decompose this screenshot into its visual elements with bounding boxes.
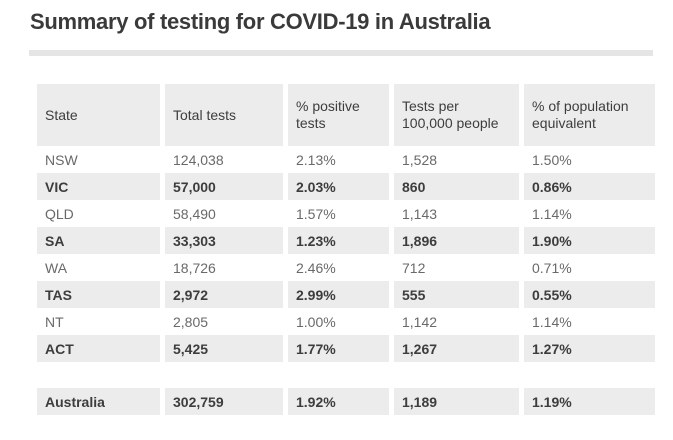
col-header-state: State bbox=[37, 84, 160, 146]
cell-tests-per-100k: 712 bbox=[402, 259, 426, 276]
cell-pct-population: 1.14% bbox=[532, 205, 572, 222]
cell-state: NT bbox=[45, 313, 64, 330]
cell-tests-per-100k: 860 bbox=[394, 173, 519, 200]
cell-pct-positive: 1.77% bbox=[288, 335, 389, 362]
cell-pct-positive: 2.03% bbox=[288, 173, 389, 200]
table-row-act: ACT 5,425 1.77% 1,267 1.27% bbox=[37, 335, 655, 362]
cell-total-tests: 5,425 bbox=[165, 335, 283, 362]
col-header-tests-per-100k: Tests per 100,000 people bbox=[394, 84, 519, 146]
table-header-row: State Total tests % positive tests Tests… bbox=[37, 84, 655, 146]
testing-summary-table: State Total tests % positive tests Tests… bbox=[32, 84, 660, 415]
table-row-nt: NT 2,805 1.00% 1,142 1.14% bbox=[37, 308, 655, 335]
cell-tests-per-100k: 1,143 bbox=[402, 205, 438, 222]
cell-state: WA bbox=[45, 259, 68, 276]
cell-pct-positive: 2.99% bbox=[288, 281, 389, 308]
cell-state: TAS bbox=[37, 281, 160, 308]
cell-state: ACT bbox=[37, 335, 160, 362]
cell-state: Australia bbox=[37, 388, 160, 415]
table-spacer-row bbox=[37, 362, 655, 388]
cell-pct-positive: 1.23% bbox=[288, 227, 389, 254]
table-row-qld: QLD 58,490 1.57% 1,143 1.14% bbox=[37, 200, 655, 227]
cell-pct-population: 0.86% bbox=[524, 173, 655, 200]
cell-total-tests: 2,972 bbox=[165, 281, 283, 308]
cell-pct-positive: 2.13% bbox=[296, 151, 336, 168]
col-header-total-tests: Total tests bbox=[165, 84, 283, 146]
cell-pct-population: 1.19% bbox=[524, 388, 655, 415]
cell-state: NSW bbox=[45, 151, 78, 168]
cell-total-tests: 33,303 bbox=[165, 227, 283, 254]
cell-total-tests: 124,038 bbox=[173, 151, 224, 168]
col-header-pct-population: % of population equivalent bbox=[524, 84, 655, 146]
cell-pct-population: 1.50% bbox=[532, 151, 572, 168]
cell-pct-population: 1.90% bbox=[524, 227, 655, 254]
cell-tests-per-100k: 1,189 bbox=[394, 388, 519, 415]
cell-tests-per-100k: 1,896 bbox=[394, 227, 519, 254]
cell-state: QLD bbox=[45, 205, 74, 222]
cell-pct-positive: 1.57% bbox=[296, 205, 336, 222]
table-row-australia-total: Australia 302,759 1.92% 1,189 1.19% bbox=[37, 388, 655, 415]
cell-total-tests: 2,805 bbox=[173, 313, 209, 330]
table-row-nsw: NSW 124,038 2.13% 1,528 1.50% bbox=[37, 146, 655, 173]
page-title: Summary of testing for COVID-19 in Austr… bbox=[30, 9, 491, 34]
cell-total-tests: 302,759 bbox=[165, 388, 283, 415]
cell-pct-positive: 2.46% bbox=[296, 259, 336, 276]
cell-tests-per-100k: 1,267 bbox=[394, 335, 519, 362]
cell-total-tests: 58,490 bbox=[173, 205, 216, 222]
title-divider bbox=[29, 50, 653, 56]
cell-tests-per-100k: 1,142 bbox=[402, 313, 438, 330]
cell-total-tests: 18,726 bbox=[173, 259, 216, 276]
table-row-sa: SA 33,303 1.23% 1,896 1.90% bbox=[37, 227, 655, 254]
cell-pct-positive: 1.00% bbox=[296, 313, 336, 330]
table-row-vic: VIC 57,000 2.03% 860 0.86% bbox=[37, 173, 655, 200]
cell-pct-population: 0.55% bbox=[524, 281, 655, 308]
cell-total-tests: 57,000 bbox=[165, 173, 283, 200]
cell-pct-population: 1.14% bbox=[532, 313, 572, 330]
table-row-wa: WA 18,726 2.46% 712 0.71% bbox=[37, 254, 655, 281]
cell-tests-per-100k: 1,528 bbox=[402, 151, 438, 168]
table-row-tas: TAS 2,972 2.99% 555 0.55% bbox=[37, 281, 655, 308]
col-header-pct-positive: % positive tests bbox=[288, 84, 389, 146]
cell-pct-population: 1.27% bbox=[524, 335, 655, 362]
cell-pct-positive: 1.92% bbox=[288, 388, 389, 415]
cell-tests-per-100k: 555 bbox=[394, 281, 519, 308]
cell-state: VIC bbox=[37, 173, 160, 200]
cell-pct-population: 0.71% bbox=[532, 259, 572, 276]
cell-state: SA bbox=[37, 227, 160, 254]
